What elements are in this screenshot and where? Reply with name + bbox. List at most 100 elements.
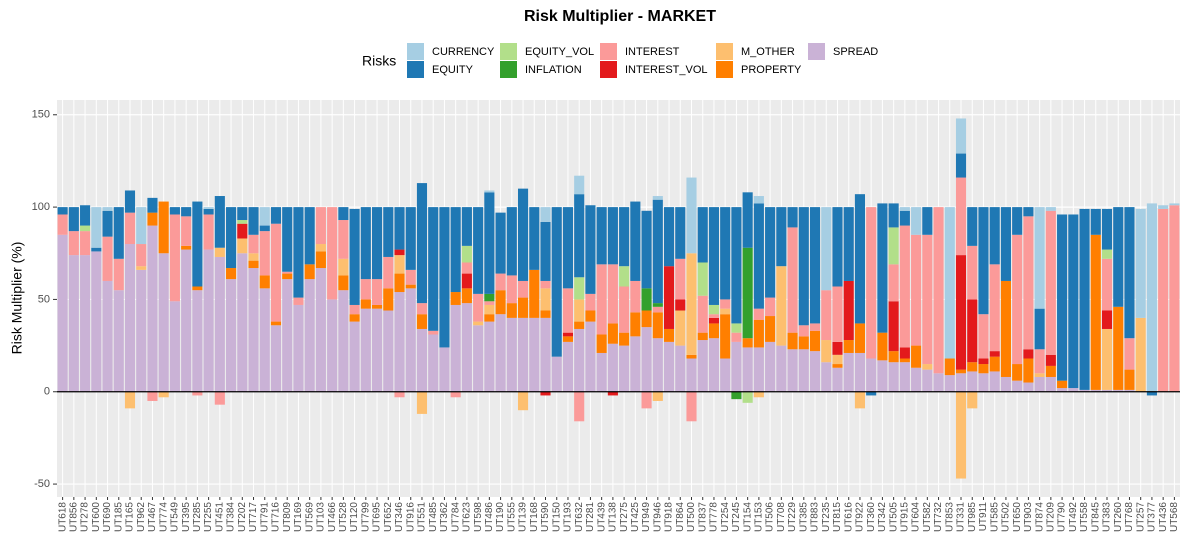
bar-segment [574, 321, 585, 329]
x-tick-label: UT436 [1158, 502, 1169, 532]
bar-segment [372, 304, 383, 309]
bar-segment [57, 207, 68, 215]
x-tick-label: UT837 [697, 502, 708, 532]
bar-segment [663, 266, 675, 329]
bar-segment [293, 207, 304, 298]
bar-segment [439, 207, 450, 348]
bar-segment [562, 332, 574, 337]
bar-segment [697, 340, 708, 392]
x-tick-label: UT528 [338, 502, 349, 532]
bar-segment [641, 391, 652, 409]
bar-segment [80, 205, 91, 226]
legend-label: CURRENCY [432, 46, 495, 58]
bar-segment [192, 201, 203, 287]
bar-segment [315, 268, 326, 392]
bar-segment [158, 391, 169, 398]
legend-label: PROPERTY [741, 64, 802, 76]
legend-label: EQUITY_VOL [525, 46, 594, 58]
bar-segment [562, 288, 574, 333]
x-tick-label: UT278 [80, 502, 91, 532]
bar-segment [742, 391, 753, 403]
x-tick-label: UT255 [203, 502, 214, 532]
bar-segment [484, 301, 495, 305]
x-tick-label: UT362 [439, 502, 450, 532]
bar-segment [360, 279, 371, 300]
bar-segment [540, 221, 551, 281]
bar-segment [574, 391, 585, 422]
bar-segment [697, 207, 708, 263]
x-tick-label: UT569 [304, 502, 315, 532]
bar-segment [383, 207, 394, 257]
bar-segment [933, 373, 944, 392]
bar-segment [888, 301, 899, 352]
bar-segment [214, 391, 225, 405]
bar-segment [1090, 234, 1101, 390]
bar-segment [1057, 388, 1068, 392]
bar-segment [1101, 258, 1113, 311]
x-tick-label: UT384 [226, 502, 237, 532]
x-tick-label: UT916 [405, 502, 416, 532]
bar-segment [989, 356, 1000, 372]
y-tick-label: 100 [32, 201, 50, 213]
bar-segment [1101, 208, 1113, 250]
bar-segment [843, 352, 854, 392]
bar-segment [169, 301, 180, 392]
bar-segment [68, 207, 79, 232]
bar-segment [888, 264, 899, 302]
bar-segment [461, 303, 472, 392]
bar-segment [495, 290, 506, 315]
x-tick-label: UT985 [967, 502, 978, 532]
bar-segment [473, 321, 484, 326]
x-tick-label: UT342 [877, 502, 888, 532]
bar-segment [911, 345, 922, 368]
legend-label: SPREAD [833, 46, 878, 58]
bar-segment [248, 253, 259, 261]
bar-segment [832, 207, 843, 287]
x-tick-label: UT695 [372, 502, 383, 532]
bar-segment [237, 253, 248, 392]
bar-segment [270, 223, 282, 322]
bar-segment [136, 266, 147, 270]
bar-segment [1090, 208, 1101, 235]
bar-segment [731, 323, 742, 333]
bar-segment [450, 304, 461, 392]
bar-segment [383, 288, 394, 311]
x-tick-label: UT555 [506, 502, 517, 532]
bar-segment [383, 310, 394, 392]
bar-segment [731, 207, 742, 324]
bar-segment [293, 297, 304, 305]
bar-segment [68, 255, 79, 392]
x-tick-label: UT815 [832, 502, 843, 532]
bar-segment [798, 325, 809, 337]
x-tick-label: UT395 [181, 502, 192, 532]
x-tick-label: UT717 [248, 502, 259, 532]
bar-segment [1045, 365, 1056, 377]
bar-segment [506, 303, 517, 318]
bar-segment [428, 330, 439, 335]
bar-segment [540, 207, 551, 222]
bar-segment [1079, 389, 1090, 392]
bar-segment [181, 207, 192, 217]
bar-segment [1158, 205, 1169, 209]
bar-segment [1135, 208, 1146, 318]
bar-segment [282, 279, 293, 392]
bar-segment [574, 277, 585, 300]
bar-segment [1057, 380, 1068, 389]
bar-segment [259, 275, 270, 289]
legend-swatch [500, 43, 517, 60]
bar-segment [742, 347, 753, 392]
bar-segment [226, 279, 237, 392]
bar-segment [742, 192, 753, 248]
bar-segment [607, 343, 618, 392]
y-tick-label: 50 [38, 293, 50, 305]
bar-segment [147, 212, 158, 226]
bar-segment [147, 391, 158, 401]
bar-segment [798, 207, 809, 326]
bar-segment [854, 391, 865, 409]
bar-segment [888, 362, 899, 392]
bar-segment [394, 249, 405, 256]
x-tick-label: UT154 [742, 502, 753, 532]
x-tick-label: UT139 [518, 502, 529, 532]
legend-swatch [500, 61, 517, 78]
